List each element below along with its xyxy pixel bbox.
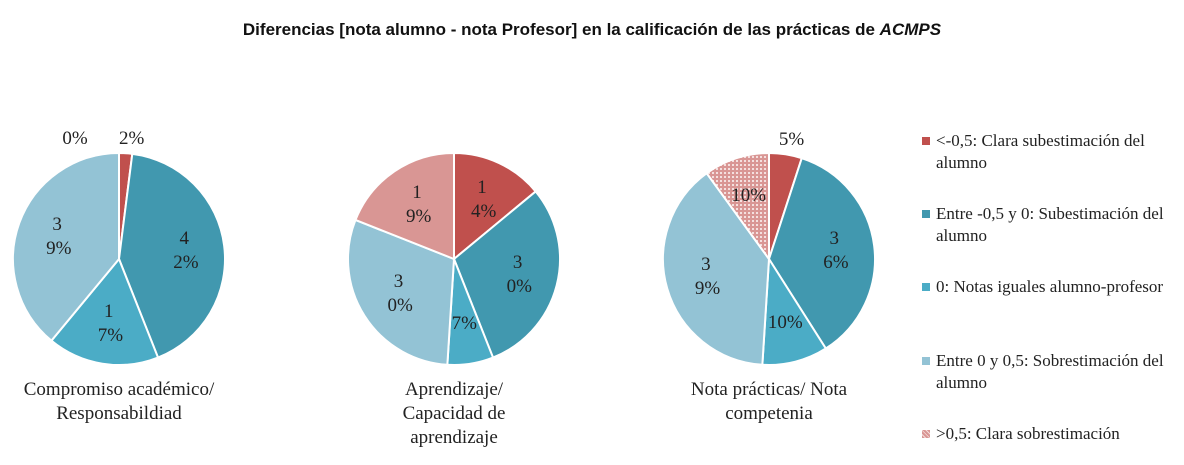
legend-swatch <box>922 283 930 291</box>
data-label: 39% <box>46 213 72 259</box>
chart-title: Diferencias [nota alumno - nota Profesor… <box>0 20 1184 40</box>
data-label: 17% <box>97 300 124 346</box>
title-emphasis: ACMPS <box>879 20 942 39</box>
data-label: 19% <box>406 181 432 227</box>
legend-swatch <box>922 430 930 438</box>
legend-swatch <box>922 357 930 365</box>
legend-item: Entre 0 y 0,5: Sobrestimación del alumno <box>922 350 1182 394</box>
legend-item: 0: Notas iguales alumno-profesor <box>922 276 1182 298</box>
pie-slice <box>662 171 771 366</box>
pie-title: Nota prácticas/ Nota competenia <box>690 379 848 424</box>
legend-label: 0: Notas iguales alumno-profesor <box>936 277 1164 296</box>
pie-slice <box>453 151 538 262</box>
pie-slice <box>347 218 456 366</box>
pie-slice <box>452 190 561 359</box>
data-label: 10% <box>731 185 767 207</box>
pie-slice <box>12 151 120 343</box>
pie-slice <box>117 152 226 359</box>
legend-item: <-0,5: Clara subestimación del alumno <box>922 130 1182 174</box>
legend-item: >0,5: Clara sobrestimación <box>922 423 1182 445</box>
pie-slice <box>705 151 770 263</box>
data-label: 2% <box>118 128 145 150</box>
title-text: Diferencias [nota alumno - nota Profesor… <box>242 20 875 39</box>
legend-label: Entre 0 y 0,5: Sobrestimación del alumno <box>936 351 1164 392</box>
legend-label: Entre -0,5 y 0: Subestimación del alumno <box>936 204 1164 245</box>
legend-label: <-0,5: Clara subestimación del alumno <box>936 131 1145 172</box>
data-label: 14% <box>470 176 497 222</box>
data-label: 30% <box>387 271 413 317</box>
pie-title: Aprendizaje/ Capacidad de aprendizaje <box>402 379 506 448</box>
pie-slice <box>50 257 160 366</box>
data-label: 36% <box>823 227 849 273</box>
data-label: 42% <box>173 227 199 273</box>
data-label: 5% <box>778 129 805 151</box>
data-label: 30% <box>506 252 532 298</box>
data-label: 10% <box>767 311 803 333</box>
legend-swatch <box>922 137 930 145</box>
pie-slice <box>767 156 876 350</box>
data-label: 0% <box>62 128 88 149</box>
data-label: 7% <box>451 312 477 334</box>
pie-title: Compromiso académico/ Responsabildiad <box>23 379 215 424</box>
legend-item: Entre -0,5 y 0: Subestimación del alumno <box>922 203 1182 247</box>
legend-swatch <box>922 210 930 218</box>
pie-slice <box>354 151 455 261</box>
legend-label: >0,5: Clara sobrestimación <box>936 424 1120 443</box>
data-label: 39% <box>694 254 721 300</box>
